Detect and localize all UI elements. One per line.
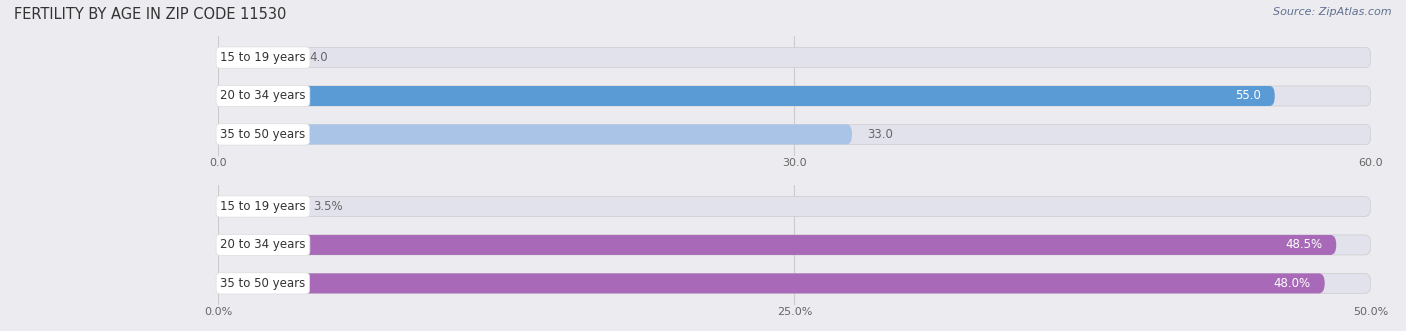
Text: 4.0: 4.0 <box>309 51 329 64</box>
Text: 15 to 19 years: 15 to 19 years <box>221 200 307 213</box>
FancyBboxPatch shape <box>218 124 1371 144</box>
FancyBboxPatch shape <box>218 273 1371 293</box>
Text: 55.0: 55.0 <box>1234 89 1261 103</box>
FancyBboxPatch shape <box>218 48 1371 68</box>
FancyBboxPatch shape <box>218 273 1324 293</box>
Text: 15 to 19 years: 15 to 19 years <box>221 51 307 64</box>
FancyBboxPatch shape <box>218 86 1371 106</box>
FancyBboxPatch shape <box>218 124 852 144</box>
FancyBboxPatch shape <box>218 197 1371 216</box>
FancyBboxPatch shape <box>218 197 298 216</box>
Text: 48.5%: 48.5% <box>1285 238 1323 252</box>
FancyBboxPatch shape <box>218 235 1336 255</box>
Text: 48.0%: 48.0% <box>1274 277 1310 290</box>
Text: 3.5%: 3.5% <box>314 200 343 213</box>
Text: 35 to 50 years: 35 to 50 years <box>221 128 305 141</box>
FancyBboxPatch shape <box>218 235 1371 255</box>
Text: 20 to 34 years: 20 to 34 years <box>221 89 305 103</box>
Text: 20 to 34 years: 20 to 34 years <box>221 238 305 252</box>
Text: 35 to 50 years: 35 to 50 years <box>221 277 305 290</box>
Text: Source: ZipAtlas.com: Source: ZipAtlas.com <box>1274 7 1392 17</box>
FancyBboxPatch shape <box>218 48 295 68</box>
Text: 33.0: 33.0 <box>868 128 893 141</box>
Text: FERTILITY BY AGE IN ZIP CODE 11530: FERTILITY BY AGE IN ZIP CODE 11530 <box>14 7 287 22</box>
FancyBboxPatch shape <box>218 86 1275 106</box>
